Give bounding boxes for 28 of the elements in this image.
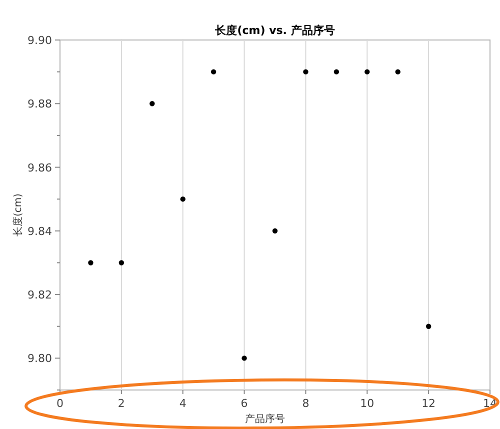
y-tick-label: 9.88 xyxy=(28,98,52,111)
point xyxy=(334,69,340,74)
x-tick-label: 8 xyxy=(302,397,310,410)
y-tick-label: 9.86 xyxy=(28,161,52,174)
point xyxy=(118,260,124,266)
point xyxy=(242,356,247,361)
y-tick-label: 9.84 xyxy=(28,224,52,238)
y-axis-title: 长度(cm) xyxy=(12,193,24,237)
point xyxy=(150,101,155,106)
x-tick-label: 10 xyxy=(360,397,374,410)
point xyxy=(303,69,308,74)
point xyxy=(88,260,94,266)
point xyxy=(272,228,278,234)
x-tick-label: 4 xyxy=(179,397,186,410)
point xyxy=(426,324,432,329)
x-tick-label: 0 xyxy=(56,397,64,410)
y-tick-label: 9.80 xyxy=(28,352,52,366)
x-tick-label: 12 xyxy=(422,397,436,410)
x-axis-title: 产品序号 xyxy=(245,413,285,425)
x-tick-label: 2 xyxy=(118,397,125,410)
point xyxy=(364,69,370,74)
x-tick-label: 6 xyxy=(240,397,248,410)
chart-title: 长度(cm) vs. 产品序号 xyxy=(214,24,335,37)
y-tick-label: 9.82 xyxy=(28,288,52,302)
point xyxy=(210,69,216,74)
point xyxy=(180,196,186,202)
y-tick-label: 9.90 xyxy=(28,34,52,47)
point xyxy=(395,69,400,74)
